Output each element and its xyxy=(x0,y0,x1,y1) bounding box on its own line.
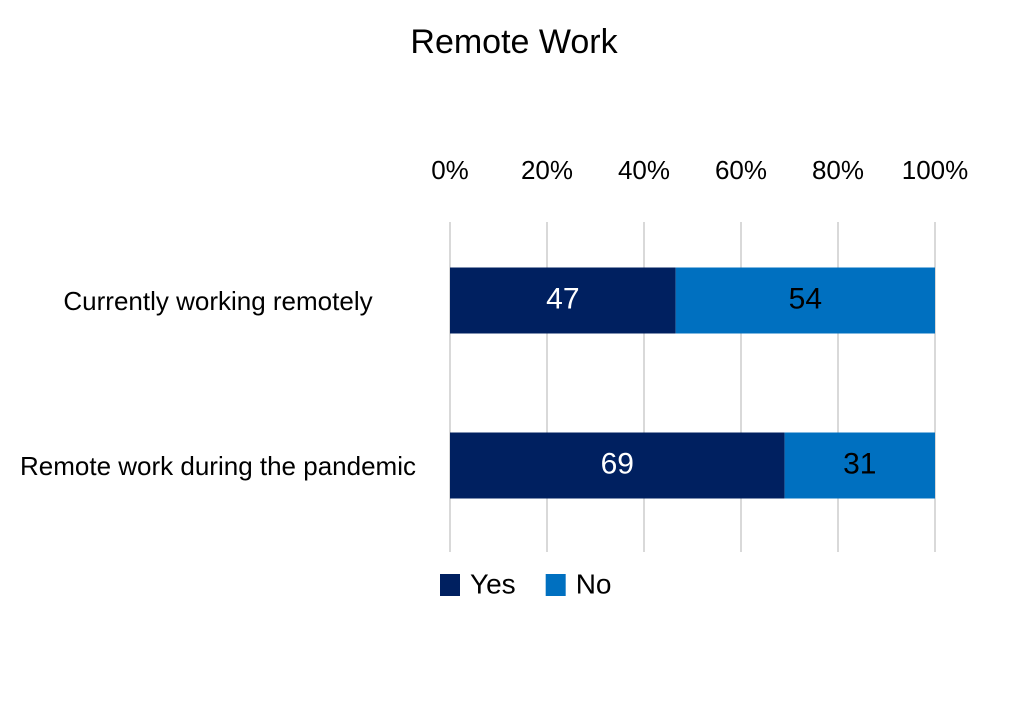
data-label: 47 xyxy=(546,282,579,315)
y-tick-label: Currently working remotely xyxy=(63,285,373,316)
x-tick-label: 80% xyxy=(812,155,864,185)
bar-segment xyxy=(784,432,935,499)
data-label: 54 xyxy=(789,282,822,315)
chart-title: Remote Work xyxy=(410,23,618,61)
data-label: 31 xyxy=(843,447,876,480)
bar-segment xyxy=(450,432,785,499)
legend-swatch xyxy=(545,574,566,596)
bar-segment xyxy=(450,267,676,334)
x-tick-label: 20% xyxy=(521,155,573,185)
legend-label: Yes xyxy=(470,568,516,599)
x-tick-label: 0% xyxy=(431,155,469,185)
legend-swatch xyxy=(440,574,460,596)
x-tick-label: 40% xyxy=(618,155,670,185)
legend-label: No xyxy=(576,568,612,599)
x-tick-label: 100% xyxy=(902,155,969,185)
bar-segment xyxy=(675,267,935,334)
data-label: 69 xyxy=(601,447,634,480)
x-tick-label: 60% xyxy=(715,155,767,185)
y-tick-label: Remote work during the pandemic xyxy=(20,450,416,481)
